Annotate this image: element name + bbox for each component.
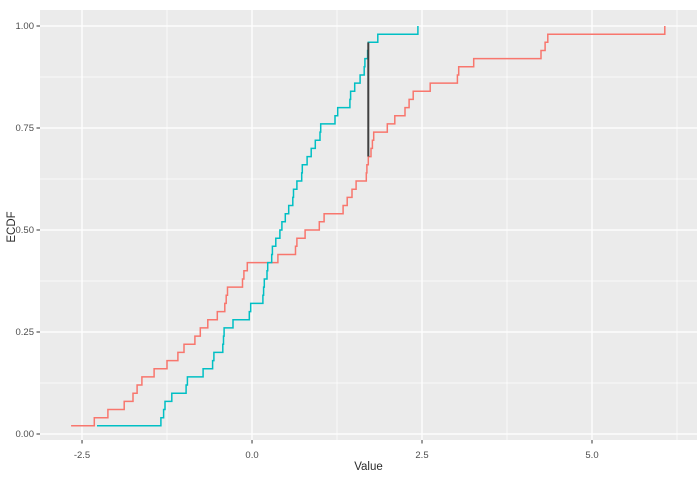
y-axis-title: ECDF bbox=[6, 211, 18, 243]
y-tick-label: 0.25 bbox=[16, 327, 35, 338]
x-axis-title: Value bbox=[354, 461, 383, 473]
x-tick-label: 2.5 bbox=[415, 450, 428, 461]
x-tick-label: -2.5 bbox=[74, 450, 90, 461]
y-tick-label: 0.50 bbox=[16, 225, 35, 236]
x-tick-label: 5.0 bbox=[585, 450, 598, 461]
y-tick-label: 0.75 bbox=[16, 123, 35, 134]
y-tick-label: 1.00 bbox=[16, 21, 35, 32]
y-tick-label: 0.00 bbox=[16, 429, 35, 440]
ecdf-line-group-2 bbox=[97, 26, 419, 427]
ecdf-line-group-1 bbox=[71, 26, 666, 427]
x-tick-label: 0.0 bbox=[245, 450, 258, 461]
